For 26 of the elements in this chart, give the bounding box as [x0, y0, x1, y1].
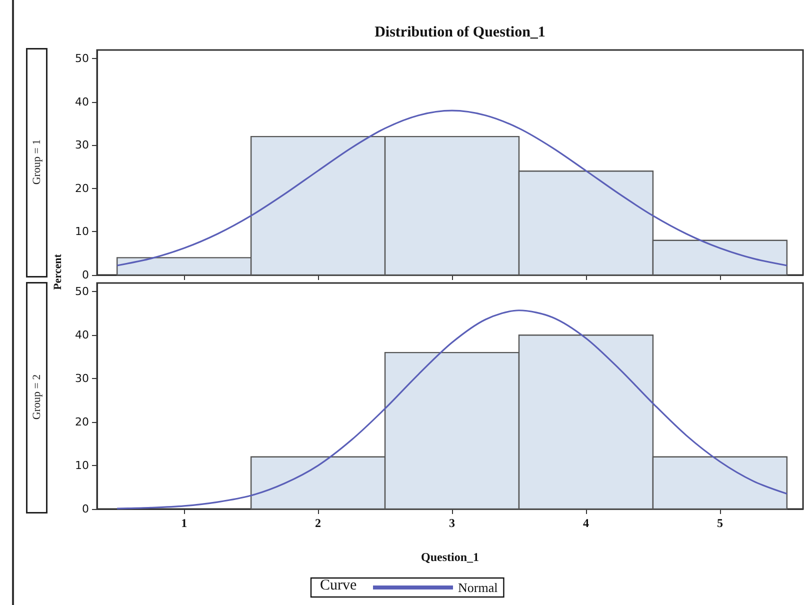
y-tick-label: 50 — [75, 285, 89, 298]
x-tick-label: 4 — [582, 516, 589, 530]
text: Group = 2 — [31, 374, 43, 420]
text: Normal — [458, 580, 498, 595]
y-axis-title: Percent — [52, 254, 64, 290]
y-tick-label: 10 — [75, 459, 89, 472]
x-tick-label: 1 — [181, 516, 188, 530]
y-tick-label: 30 — [75, 138, 89, 152]
y-tick-label: 20 — [75, 416, 89, 429]
line-series — [116, 110, 788, 266]
x-tick-label: 3 — [449, 516, 456, 530]
y-tick-label: 20 — [75, 182, 89, 195]
legend-title: Curve — [320, 578, 357, 594]
x-tick-label: 2 — [315, 516, 322, 530]
y-tick-label: 50 — [75, 52, 89, 66]
chart-title: Distribution of Question_1 — [374, 24, 546, 40]
y-tick-label: 40 — [75, 95, 89, 108]
x-axis-title: Question_1 — [420, 550, 480, 564]
line-series — [116, 310, 788, 510]
y-tick-label: 40 — [75, 328, 89, 342]
y-tick-label: 0 — [82, 502, 89, 516]
y-tick-label: 0 — [82, 268, 89, 282]
y-tick-label: 30 — [75, 372, 89, 386]
text: Group = 1 — [31, 139, 43, 185]
y-tick-label: 10 — [75, 225, 89, 238]
x-tick-label: 5 — [716, 516, 723, 530]
